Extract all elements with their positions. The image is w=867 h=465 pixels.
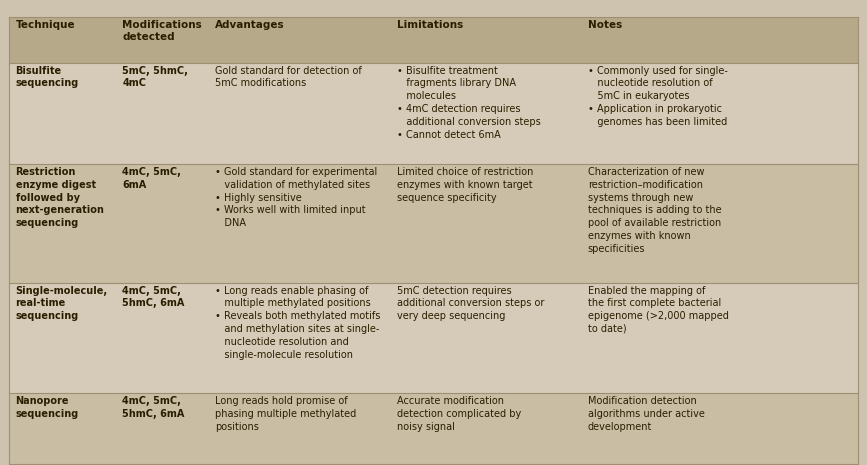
Bar bbox=[9, 63, 858, 164]
Text: • Gold standard for experimental
   validation of methylated sites
• Highly sens: • Gold standard for experimental validat… bbox=[215, 167, 377, 228]
Text: Enabled the mapping of
the first complete bacterial
epigenome (>2,000 mapped
to : Enabled the mapping of the first complet… bbox=[588, 286, 728, 334]
Text: Characterization of new
restriction–modification
systems through new
techniques : Characterization of new restriction–modi… bbox=[588, 167, 721, 254]
Text: 5mC, 5hmC,
4mC: 5mC, 5hmC, 4mC bbox=[122, 66, 188, 88]
Text: Limitations: Limitations bbox=[397, 20, 463, 30]
Text: 4mC, 5mC,
6mA: 4mC, 5mC, 6mA bbox=[122, 167, 181, 190]
Text: Advantages: Advantages bbox=[215, 20, 284, 30]
Text: • Long reads enable phasing of
   multiple methylated positions
• Reveals both m: • Long reads enable phasing of multiple … bbox=[215, 286, 381, 359]
Text: Modification detection
algorithms under active
development: Modification detection algorithms under … bbox=[588, 396, 705, 432]
Text: Gold standard for detection of
5mC modifications: Gold standard for detection of 5mC modif… bbox=[215, 66, 362, 88]
Text: Restriction
enzyme digest
followed by
next-generation
sequencing: Restriction enzyme digest followed by ne… bbox=[16, 167, 105, 228]
Bar bbox=[9, 17, 858, 63]
Text: Limited choice of restriction
enzymes with known target
sequence specificity: Limited choice of restriction enzymes wi… bbox=[397, 167, 533, 203]
Text: Bisulfite
sequencing: Bisulfite sequencing bbox=[16, 66, 79, 88]
Bar bbox=[9, 164, 858, 283]
Text: Modifications
detected: Modifications detected bbox=[122, 20, 202, 42]
Bar bbox=[9, 283, 858, 393]
Text: Notes: Notes bbox=[588, 20, 623, 30]
Bar bbox=[9, 464, 858, 465]
Text: 4mC, 5mC,
5hmC, 6mA: 4mC, 5mC, 5hmC, 6mA bbox=[122, 396, 185, 419]
Text: Single-molecule,
real-time
sequencing: Single-molecule, real-time sequencing bbox=[16, 286, 108, 321]
Text: Nanopore
sequencing: Nanopore sequencing bbox=[16, 396, 79, 419]
Text: Technique: Technique bbox=[16, 20, 75, 30]
Text: • Bisulfite treatment
   fragments library DNA
   molecules
• 4mC detection requ: • Bisulfite treatment fragments library … bbox=[397, 66, 541, 140]
Text: 5mC detection requires
additional conversion steps or
very deep sequencing: 5mC detection requires additional conver… bbox=[397, 286, 544, 321]
Text: Long reads hold promise of
phasing multiple methylated
positions: Long reads hold promise of phasing multi… bbox=[215, 396, 356, 432]
Text: Accurate modification
detection complicated by
noisy signal: Accurate modification detection complica… bbox=[397, 396, 521, 432]
Text: 4mC, 5mC,
5hmC, 6mA: 4mC, 5mC, 5hmC, 6mA bbox=[122, 286, 185, 308]
Bar bbox=[9, 393, 858, 464]
Text: • Commonly used for single-
   nucleotide resolution of
   5mC in eukaryotes
• A: • Commonly used for single- nucleotide r… bbox=[588, 66, 727, 127]
